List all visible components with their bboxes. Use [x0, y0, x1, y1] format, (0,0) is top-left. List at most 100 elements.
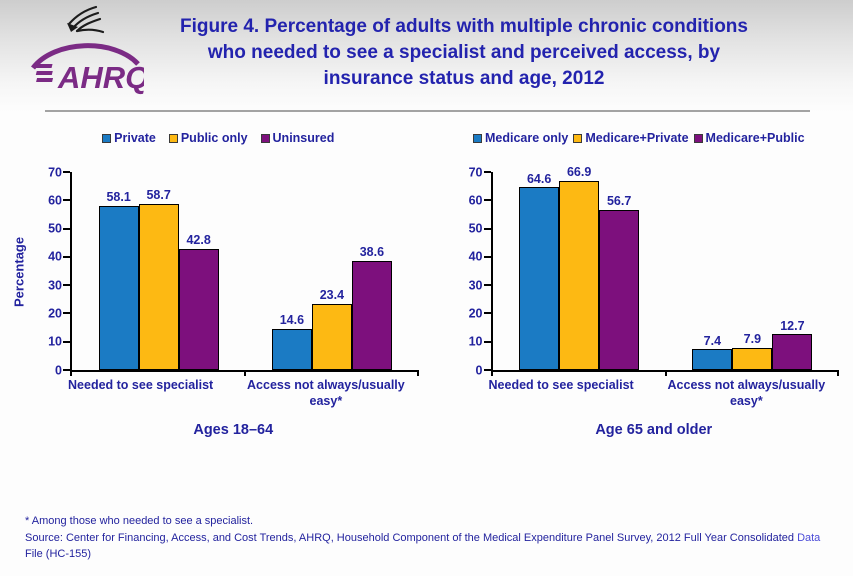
- legend-label: Medicare+Private: [585, 131, 689, 145]
- x-category-label: Access not always/usually easy*: [667, 378, 826, 408]
- x-tick-mark: [416, 370, 419, 376]
- ahrq-logo-text: AHRQ: [57, 60, 144, 95]
- bar-medicare-only: 7.4: [692, 335, 733, 370]
- x-tick-mark: [70, 370, 72, 376]
- y-tick-mark: [63, 369, 70, 371]
- y-tick-mark: [63, 255, 70, 258]
- chart-row: 0 10 20 30 40 50 60 70 64.6 66.9 56.7 7.4 7.9 12.7: [429, 166, 850, 376]
- bar-medicare-public: 56.7: [599, 195, 640, 370]
- y-tick-mark: [483, 340, 491, 343]
- bar-value-label: 66.9: [566, 165, 592, 180]
- source-text: Source: Center for Financing, Access, an…: [25, 532, 798, 545]
- legend-label: Uninsured: [272, 131, 335, 145]
- x-axis-labels: Needed to see specialist Access not alway…: [469, 378, 840, 409]
- bar-group-needed-to-see-specialist: 64.6 66.9 56.7: [493, 166, 666, 370]
- x-category-label: Needed to see specialist: [488, 378, 634, 392]
- x-category-label: Access not always/usually easy*: [247, 378, 405, 408]
- bar-group-access-not-always-usually-easy: 7.4 7.9 12.7: [666, 172, 839, 370]
- bar-medicare-private: 66.9: [559, 166, 600, 370]
- bar-value-label: 7.4: [703, 333, 722, 348]
- y-tick-mark: [483, 255, 491, 258]
- y-tick-mark: [63, 171, 70, 173]
- y-tick-mark: [63, 227, 70, 230]
- ahrq-logo-mark: AHRQ: [31, 43, 144, 95]
- y-tick-mark: [63, 340, 70, 343]
- bar-private: 58.1: [98, 191, 139, 370]
- y-tick-mark: [483, 199, 491, 202]
- chart-row: Percentage 0 10 20 30 40 50 60 70 58.1 58.7 42.8 14…: [8, 166, 429, 376]
- legend-swatch-medicare-only: [472, 133, 482, 143]
- chart-group-title: Age 65 and older: [595, 422, 713, 439]
- data-link[interactable]: Data: [797, 532, 821, 545]
- legend-swatch-medicare-public: [693, 133, 703, 143]
- legend-swatch-private: [102, 133, 112, 143]
- x-category-label: Needed to see specialist: [68, 378, 214, 392]
- y-tick-label: 40: [48, 249, 62, 264]
- y-tick-mark: [483, 312, 491, 315]
- y-tick-label: 40: [468, 249, 483, 264]
- bar-uninsured: 38.6: [351, 246, 392, 370]
- legend-item-medicare-only: Medicare only: [472, 131, 569, 145]
- bar-value-label: 56.7: [606, 194, 632, 209]
- x-tick-mark: [244, 370, 247, 376]
- bar-value-label: 12.7: [780, 318, 805, 333]
- y-tick-mark: [63, 199, 70, 202]
- y-tick-label: 10: [48, 334, 62, 349]
- source-note: Source: Center for Financing, Access, an…: [25, 531, 825, 562]
- legend-item-medicare-private: Medicare+Private: [573, 131, 689, 145]
- bar-private: 14.6: [271, 314, 312, 370]
- page-title: Figure 4. Percentage of adults with mult…: [180, 16, 748, 90]
- bar-value-label: 64.6: [526, 171, 552, 186]
- y-tick-label: 30: [48, 277, 62, 292]
- legend-swatch-medicare-private: [573, 133, 583, 143]
- y-tick-label: 20: [468, 306, 483, 321]
- y-tick-label: 70: [468, 164, 483, 179]
- bar-value-label: 58.1: [106, 190, 131, 205]
- bar-value-label: 23.4: [319, 288, 345, 303]
- bar-value-label: 14.6: [279, 313, 305, 328]
- chart-group-title: Ages 18–64: [193, 422, 274, 439]
- chart-age-65-and-older: Medicare only Medicare+Private Medicare+Pu…: [429, 130, 850, 438]
- y-tick-mark: [483, 227, 491, 230]
- chart-legend: Private Public only Uninsured: [8, 130, 429, 146]
- footer: * Among those who needed to see a specia…: [25, 514, 825, 562]
- legend-swatch-public-only: [168, 133, 178, 143]
- y-tick-label: 10: [468, 334, 483, 349]
- bar-medicare-only: 64.6: [519, 173, 560, 370]
- y-tick-label: 70: [48, 164, 62, 179]
- y-tick-label: 60: [468, 193, 483, 208]
- y-tick-mark: [63, 312, 70, 315]
- footnote: * Among those who needed to see a specia…: [25, 514, 254, 527]
- y-tick-mark: [483, 369, 491, 371]
- bar-group-needed-to-see-specialist: 58.1 58.7 42.8: [72, 172, 245, 370]
- x-axis-labels: Needed to see specialist Access not alway…: [48, 378, 419, 409]
- y-tick-mark: [483, 171, 491, 173]
- bar-medicare-private: 7.9: [732, 333, 773, 370]
- bar-value-label: 42.8: [186, 233, 211, 248]
- bar-public-only: 23.4: [311, 289, 352, 370]
- bar-groups: 64.6 66.9 56.7 7.4 7.9 12.7: [493, 166, 840, 370]
- bar-medicare-public: 12.7: [772, 320, 813, 370]
- source-text: File (HC-155): [25, 547, 92, 560]
- legend-label: Private: [114, 131, 156, 145]
- legend-item-medicare-public: Medicare+Public: [693, 131, 805, 145]
- legend-swatch-uninsured: [260, 133, 270, 143]
- bar-groups: 58.1 58.7 42.8 14.6 23.4 38.6: [72, 172, 419, 370]
- y-tick-mark: [483, 284, 491, 287]
- legend-item-private: Private: [102, 131, 156, 145]
- plot-area: 0 10 20 30 40 50 60 70 64.6 66.9 56.7 7.4 7.9 12.7: [469, 166, 840, 376]
- legend-label: Medicare only: [484, 131, 569, 145]
- bar-uninsured: 42.8: [178, 234, 219, 370]
- legend-label: Public only: [180, 131, 248, 145]
- bar-group-access-not-always-usually-easy: 14.6 23.4 38.6: [245, 172, 418, 370]
- plot-area: 0 10 20 30 40 50 60 70 58.1 58.7 42.8 14.6 23.4 38.6: [48, 166, 419, 376]
- hhs-eagle-icon: [67, 23, 78, 32]
- legend-item-public-only: Public only: [168, 131, 248, 145]
- bar-value-label: 38.6: [359, 245, 385, 260]
- bar-value-label: 7.9: [743, 332, 762, 347]
- x-tick-mark: [664, 370, 667, 376]
- legend-item-uninsured: Uninsured: [260, 131, 335, 145]
- x-tick-mark: [837, 370, 839, 376]
- y-tick-mark: [63, 284, 70, 287]
